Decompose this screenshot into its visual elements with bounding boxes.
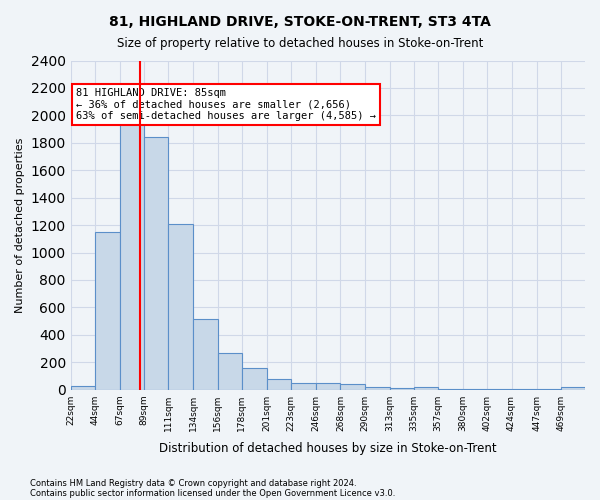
Bar bbox=[267, 378, 291, 390]
Bar bbox=[95, 232, 120, 390]
Bar bbox=[463, 389, 487, 390]
Text: 81 HIGHLAND DRIVE: 85sqm
← 36% of detached houses are smaller (2,656)
63% of sem: 81 HIGHLAND DRIVE: 85sqm ← 36% of detach… bbox=[76, 88, 376, 121]
Bar bbox=[340, 384, 365, 390]
Bar bbox=[71, 386, 95, 390]
Text: 81, HIGHLAND DRIVE, STOKE-ON-TRENT, ST3 4TA: 81, HIGHLAND DRIVE, STOKE-ON-TRENT, ST3 … bbox=[109, 15, 491, 29]
X-axis label: Distribution of detached houses by size in Stoke-on-Trent: Distribution of detached houses by size … bbox=[159, 442, 497, 455]
Bar bbox=[365, 387, 390, 390]
Bar bbox=[487, 389, 512, 390]
Text: Contains HM Land Registry data © Crown copyright and database right 2024.: Contains HM Land Registry data © Crown c… bbox=[30, 478, 356, 488]
Bar bbox=[193, 319, 218, 390]
Bar bbox=[242, 368, 267, 390]
Text: Contains public sector information licensed under the Open Government Licence v3: Contains public sector information licen… bbox=[30, 488, 395, 498]
Bar bbox=[537, 389, 561, 390]
Bar bbox=[218, 354, 242, 390]
Bar bbox=[291, 383, 316, 390]
Bar bbox=[414, 387, 438, 390]
Bar bbox=[512, 389, 537, 390]
Bar bbox=[438, 389, 463, 390]
Y-axis label: Number of detached properties: Number of detached properties bbox=[15, 138, 25, 313]
Bar bbox=[561, 387, 585, 390]
Bar bbox=[316, 384, 340, 390]
Bar bbox=[120, 121, 144, 390]
Bar bbox=[390, 388, 414, 390]
Bar bbox=[168, 224, 193, 390]
Text: Size of property relative to detached houses in Stoke-on-Trent: Size of property relative to detached ho… bbox=[117, 38, 483, 51]
Bar bbox=[144, 138, 168, 390]
